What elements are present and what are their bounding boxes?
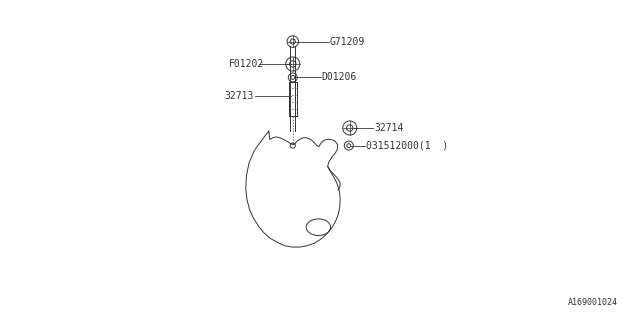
Text: G71209: G71209 (330, 36, 365, 47)
Text: 031512000(1  ): 031512000(1 ) (366, 140, 449, 151)
Text: 32714: 32714 (374, 123, 404, 133)
Text: A169001024: A169001024 (568, 298, 618, 307)
Text: D01206: D01206 (322, 72, 357, 82)
Text: F01202: F01202 (229, 59, 264, 69)
Text: 32713: 32713 (224, 91, 253, 101)
